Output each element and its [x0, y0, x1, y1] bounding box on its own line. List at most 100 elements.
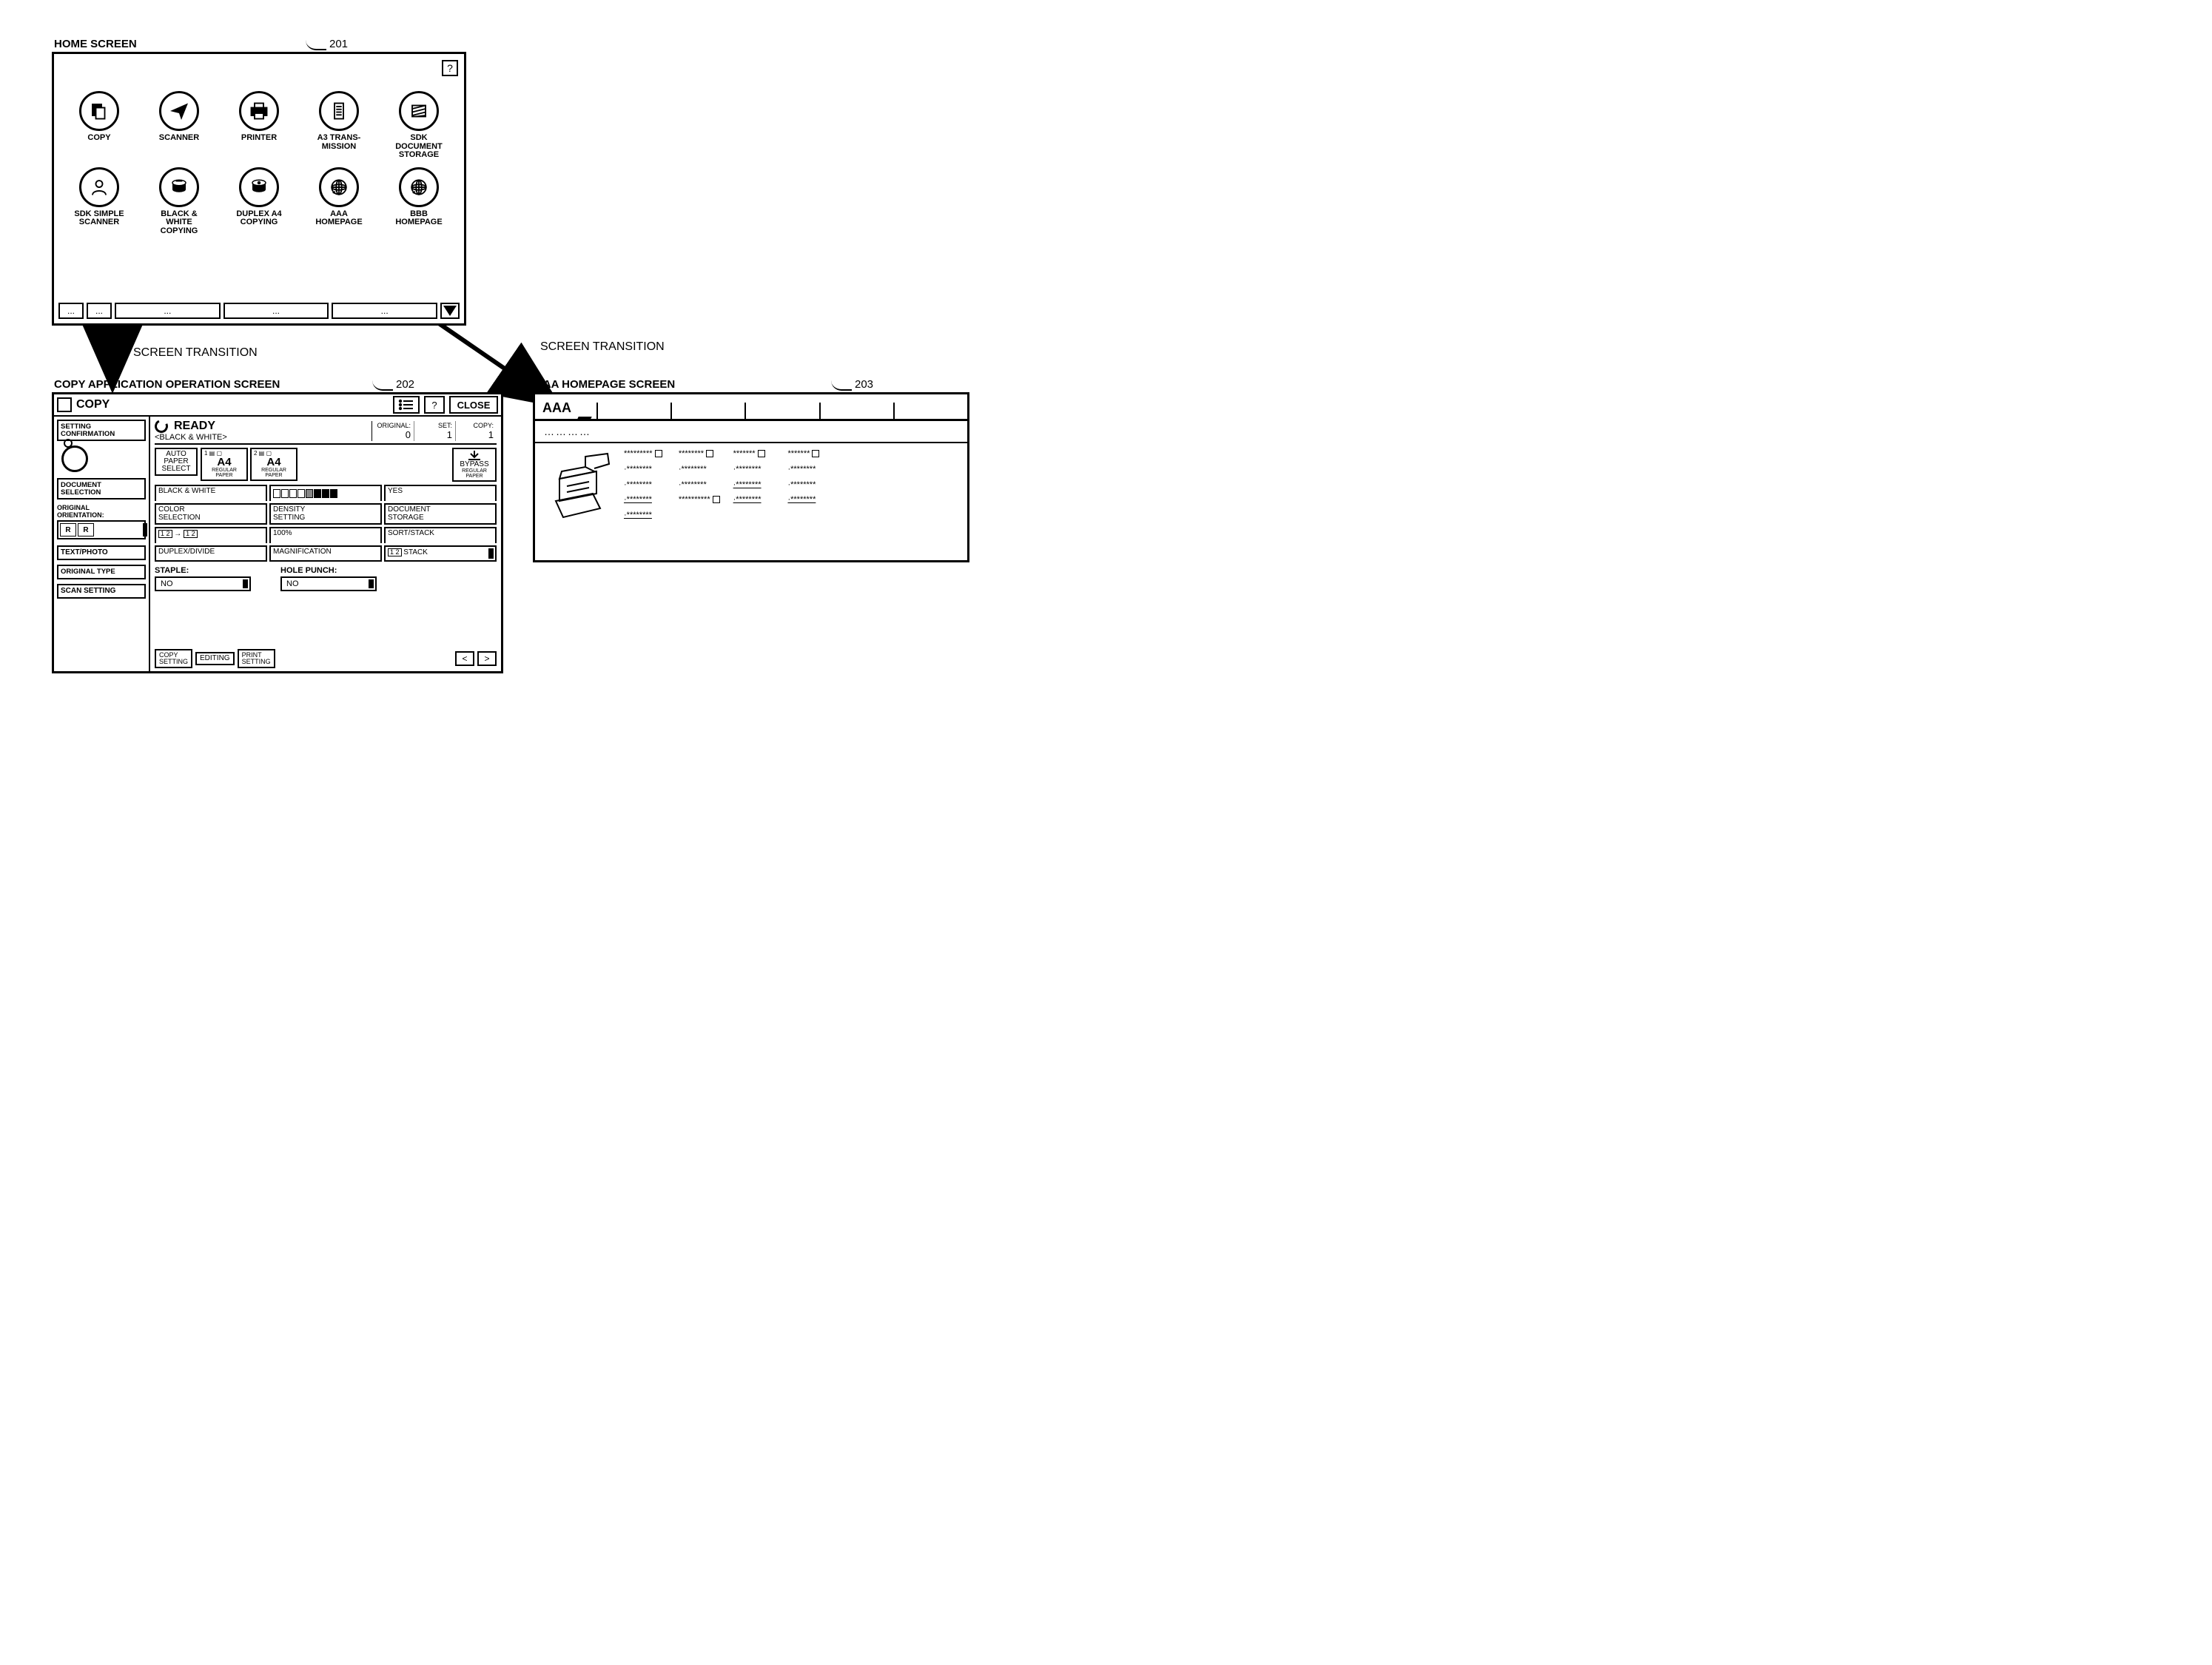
bottom-wide-0[interactable]: ... — [115, 303, 221, 319]
copy-icon — [79, 91, 119, 131]
copy-screen-title: COPY APPLICATION OPERATION SCREEN — [54, 378, 280, 391]
scan-setting-button[interactable]: SCAN SETTING — [57, 584, 146, 599]
close-button[interactable]: CLOSE — [449, 396, 498, 414]
transition-label-2: SCREEN TRANSITION — [540, 340, 665, 354]
aaa-tab-2[interactable] — [744, 403, 818, 419]
bottom-wide-1[interactable]: ... — [223, 303, 329, 319]
hole-punch-dropdown[interactable]: NO — [280, 576, 377, 591]
aaa-link[interactable]: ·******** — [624, 480, 665, 493]
count-set: SET:1 — [414, 421, 455, 441]
aaa-link[interactable]: ·******** — [787, 495, 829, 508]
aaa-link[interactable]: ******* — [787, 449, 829, 462]
status-text: READY — [174, 420, 215, 433]
auto-paper-select-button[interactable]: AUTO PAPER SELECT — [155, 448, 198, 476]
send-icon — [159, 91, 199, 131]
home-item-doc[interactable]: A3 TRANS-MISSION — [301, 91, 377, 160]
transition-label-1: SCREEN TRANSITION — [133, 346, 258, 360]
aaa-tab-0[interactable] — [596, 403, 670, 419]
aaa-link[interactable]: ·******** — [787, 465, 829, 477]
aaa-ref: 203 — [831, 378, 873, 391]
aaa-link[interactable]: ·******** — [624, 511, 665, 523]
aaa-page-title: AAA — [535, 397, 579, 419]
home-item-globe[interactable]: BBBHOMEPAGE — [381, 167, 457, 236]
aaa-tab-3[interactable] — [819, 403, 893, 419]
magnification-value: 100% — [269, 527, 382, 543]
paper-tray-1[interactable]: 1 ▤ ▢A4REGULAR PAPER — [201, 448, 248, 481]
aaa-link[interactable]: ·******** — [733, 465, 775, 477]
bottom-wide-2[interactable]: ... — [332, 303, 437, 319]
copy-help-button[interactable]: ? — [424, 396, 445, 414]
tab-copy-setting[interactable]: COPY SETTING — [155, 649, 192, 668]
person-icon — [79, 167, 119, 207]
aaa-link[interactable]: ·******** — [679, 465, 720, 477]
copy-top-checkbox[interactable] — [57, 397, 72, 412]
aaa-link[interactable]: ·******** — [787, 480, 829, 493]
aaa-link[interactable]: ******* — [733, 449, 775, 462]
aaa-link[interactable]: ********** — [679, 495, 720, 508]
setting-confirmation-button[interactable]: SETTING CONFIRMATION — [57, 420, 146, 441]
aaa-link — [787, 511, 829, 523]
density-setting-button[interactable]: DENSITY SETTING — [269, 503, 382, 525]
aaa-tab-1[interactable] — [670, 403, 744, 419]
copy-title: COPY — [76, 398, 389, 411]
aaa-link[interactable]: ·******** — [733, 495, 775, 508]
home-item-person[interactable]: SDK SIMPLESCANNER — [61, 167, 137, 236]
dbA-icon — [159, 167, 199, 207]
original-type-button[interactable]: ORIGINAL TYPE — [57, 565, 146, 579]
orig-orientation-label: ORIGINAL ORIENTATION: — [57, 504, 146, 519]
aaa-screen-title: AAA HOMEPAGE SCREEN — [535, 378, 675, 391]
storage-value: YES — [384, 485, 497, 501]
color-selection-button[interactable]: COLOR SELECTION — [155, 503, 267, 525]
count-original: ORIGINAL:0 — [372, 421, 414, 441]
home-item-send[interactable]: SCANNER — [141, 91, 217, 160]
magnification-button[interactable]: MAGNIFICATION — [269, 545, 382, 562]
home-screen-panel: HOME SCREEN 201 ? COPY SCANNER PRINTER A… — [52, 52, 466, 326]
home-item-dbA[interactable]: BLACK &WHITECOPYING — [141, 167, 217, 236]
page-down-button[interactable] — [440, 303, 460, 319]
bottom-btn-1[interactable]: ... — [87, 303, 112, 319]
home-item-printer[interactable]: PRINTER — [221, 91, 297, 160]
copy-screen-panel: COPY APPLICATION OPERATION SCREEN 202 CO… — [52, 392, 503, 673]
bottom-btn-0[interactable]: ... — [58, 303, 84, 319]
aaa-link[interactable]: ·******** — [624, 495, 665, 508]
text-photo-button[interactable]: TEXT/PHOTO — [57, 545, 146, 560]
tab-editing[interactable]: EDITING — [195, 652, 235, 665]
aaa-link[interactable]: ·******** — [733, 480, 775, 493]
job-list-button[interactable] — [393, 396, 420, 414]
globe-icon — [399, 167, 439, 207]
prev-button[interactable]: < — [455, 651, 474, 666]
home-item-copy[interactable]: COPY — [61, 91, 137, 160]
aaa-link[interactable]: ·******** — [679, 480, 720, 493]
printer-icon — [239, 91, 279, 131]
aaa-link[interactable]: ******** — [679, 449, 720, 462]
copy-ref: 202 — [372, 378, 414, 391]
aaa-tab-4[interactable] — [893, 403, 967, 419]
document-selection-button[interactable]: DOCUMENT SELECTION — [57, 478, 146, 500]
aaa-screen-panel: AAA HOMEPAGE SCREEN 203 AAA ………… *******… — [533, 392, 969, 562]
aaa-link[interactable]: ********* — [624, 449, 665, 462]
aaa-link[interactable]: ·******** — [624, 465, 665, 477]
next-button[interactable]: > — [477, 651, 497, 666]
home-item-hatch[interactable]: SDKDOCUMENTSTORAGE — [381, 91, 457, 160]
duplex-value: 1 2 → 1 2 — [155, 527, 267, 543]
globe-icon — [319, 167, 359, 207]
hole-punch-label: HOLE PUNCH: — [280, 566, 377, 575]
aaa-link — [679, 511, 720, 523]
color-value: BLACK & WHITE — [155, 485, 267, 501]
count-copy: COPY:1 — [455, 421, 497, 441]
duplex-divide-button[interactable]: DUPLEX/DIVIDE — [155, 545, 267, 562]
bypass-tray-button[interactable]: BYPASS REGULAR PAPER — [452, 448, 497, 482]
mfp-illustration-icon — [541, 449, 615, 523]
home-item-dbB[interactable]: DUPLEX A4COPYING — [221, 167, 297, 236]
help-button[interactable]: ? — [442, 60, 458, 76]
paper-tray-2[interactable]: 2 ▤ ▢A4REGULAR PAPER — [250, 448, 297, 481]
aaa-link — [733, 511, 775, 523]
orientation-selector[interactable]: R R — [57, 520, 146, 539]
sort-value: SORT/STACK — [384, 527, 497, 543]
staple-dropdown[interactable]: NO — [155, 576, 251, 591]
document-storage-button[interactable]: DOCUMENT STORAGE — [384, 503, 497, 525]
stack-button[interactable]: 1 2 STACK — [384, 545, 497, 562]
home-item-globe[interactable]: AAAHOMEPAGE — [301, 167, 377, 236]
color-mode-text: <BLACK & WHITE> — [155, 433, 372, 442]
tab-print-setting[interactable]: PRINT SETTING — [238, 649, 275, 668]
